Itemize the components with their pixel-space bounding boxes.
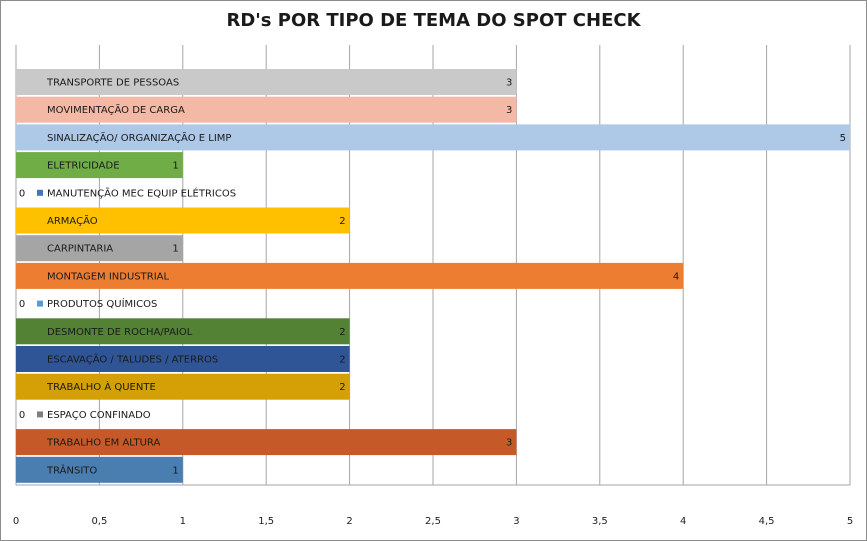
value-label: 2 bbox=[339, 382, 345, 393]
category-label: SINALIZAÇÃO/ ORGANIZAÇÃO E LIMP bbox=[47, 131, 231, 144]
x-tick-label: 1,5 bbox=[258, 516, 274, 527]
value-label: 3 bbox=[506, 105, 512, 116]
x-tick-label: 5 bbox=[847, 516, 853, 527]
category-label: MANUTENÇÃO MEC EQUIP ELÉTRICOS bbox=[47, 186, 236, 199]
category-label: CARPINTARIA bbox=[47, 244, 113, 255]
category-label: TRABALHO EM ALTURA bbox=[46, 438, 160, 449]
chart-title: RD's POR TIPO DE TEMA DO SPOT CHECK bbox=[226, 10, 641, 31]
category-label: ESCAVAÇÃO / TALUDES / ATERROS bbox=[47, 353, 218, 366]
category-label: TRANSPORTE DE PESSOAS bbox=[46, 78, 179, 89]
bar bbox=[16, 346, 350, 372]
value-label: 0 bbox=[19, 188, 25, 199]
bar bbox=[16, 456, 183, 483]
x-tick-label: 2 bbox=[346, 516, 352, 527]
x-tick-label: 4 bbox=[680, 516, 686, 527]
category-label: MOVIMENTAÇÃO DE CARGA bbox=[47, 103, 185, 116]
value-label: 5 bbox=[840, 133, 846, 144]
value-label: 3 bbox=[506, 78, 512, 89]
category-label: MONTAGEM INDUSTRIAL bbox=[47, 271, 169, 282]
bar bbox=[16, 69, 517, 95]
x-tick-label: 3 bbox=[513, 516, 519, 527]
x-tick-label: 0,5 bbox=[91, 516, 107, 527]
bar bbox=[16, 262, 684, 289]
value-label: 0 bbox=[19, 299, 25, 310]
bar bbox=[16, 429, 517, 456]
value-label: 1 bbox=[172, 244, 178, 255]
bar bbox=[16, 318, 350, 345]
value-label: 1 bbox=[172, 161, 178, 172]
value-label: 2 bbox=[339, 355, 345, 366]
value-label: 2 bbox=[339, 216, 345, 227]
bar bbox=[16, 207, 350, 234]
category-label: TRÂNSITO bbox=[46, 463, 97, 476]
category-label: ELETRICIDADE bbox=[47, 161, 120, 172]
value-label: 3 bbox=[506, 438, 512, 449]
value-label: 4 bbox=[673, 271, 679, 282]
legend-key bbox=[37, 411, 43, 418]
bar bbox=[16, 152, 183, 179]
legend-key bbox=[37, 189, 43, 196]
x-tick-label: 1 bbox=[180, 516, 186, 527]
category-label: DESMONTE DE ROCHA/PAIOL bbox=[47, 327, 193, 338]
x-tick-label: 2,5 bbox=[425, 516, 441, 527]
bar bbox=[16, 96, 517, 123]
x-tick-label: 4,5 bbox=[759, 516, 775, 527]
bar bbox=[16, 235, 183, 262]
value-label: 1 bbox=[172, 465, 178, 476]
legend-key bbox=[37, 300, 43, 307]
category-label: ARMAÇÃO bbox=[47, 214, 98, 227]
bar bbox=[16, 373, 350, 400]
x-tick-label: 0 bbox=[13, 516, 19, 527]
value-label: 2 bbox=[339, 327, 345, 338]
category-label: TRABALHO À QUENTE bbox=[46, 380, 156, 393]
bar bbox=[16, 124, 850, 151]
category-label: PRODUTOS QUÍMICOS bbox=[47, 297, 157, 310]
category-label: ESPAÇO CONFINADO bbox=[47, 410, 151, 421]
x-tick-label: 3,5 bbox=[592, 516, 608, 527]
value-label: 0 bbox=[19, 410, 25, 421]
